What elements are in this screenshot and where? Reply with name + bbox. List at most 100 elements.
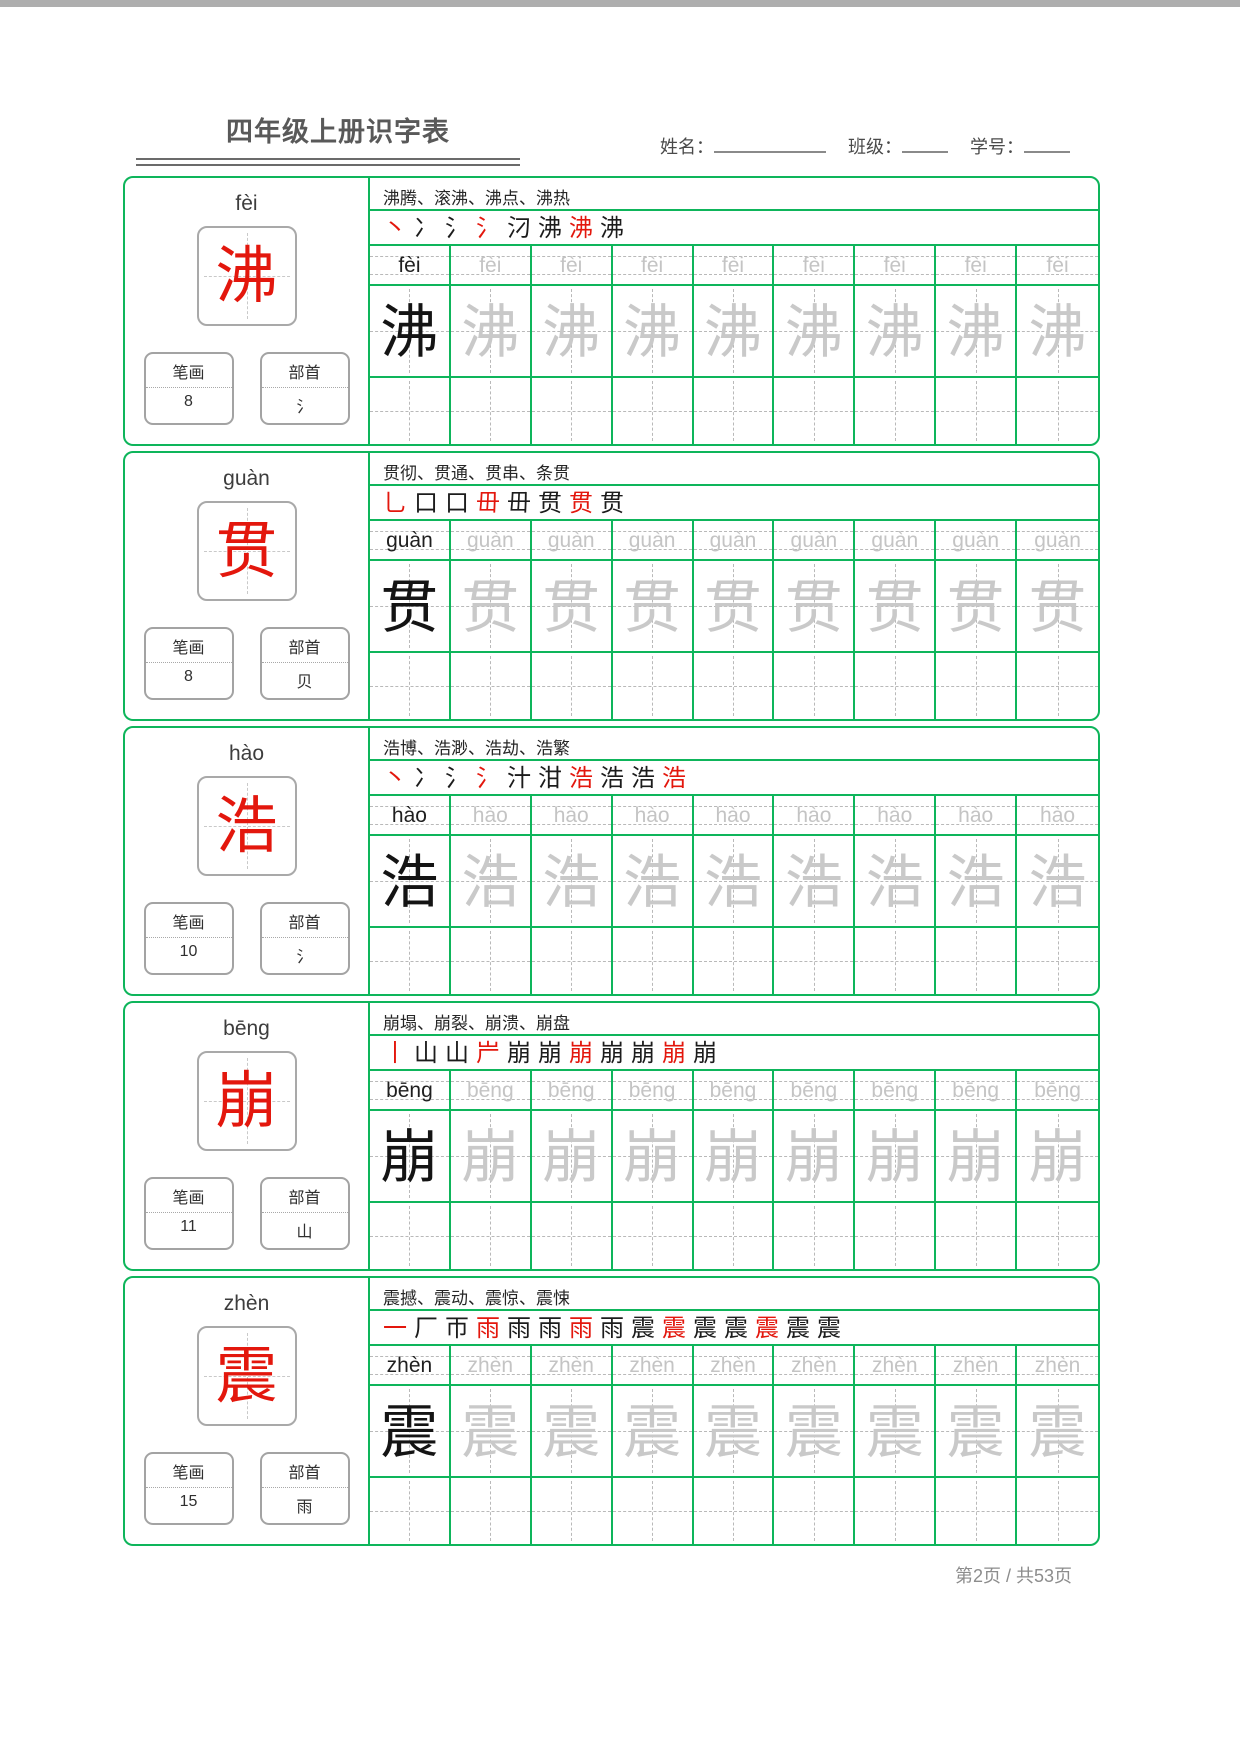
pinyin-trace-text: hào [796,804,832,827]
pinyin-cell: guàn [450,521,532,559]
pinyin-trace-text: bēng [952,1079,1000,1102]
pinyin-cell: hào [693,796,775,834]
pinyin-cell: zhèn [370,1346,451,1384]
stroke-count-box: 笔画 8 [143,627,234,700]
char-block-guan: guàn 贯 笔画 8 部首 贝 贯彻、贯通、贯串、条贯 乚口口毌毌贯贯贯 gu… [123,451,1100,721]
stroke-stage-glyph: 震 [693,1314,717,1342]
empty-cell [855,1203,937,1269]
pinyin-trace-text: fèi [398,254,421,277]
stroke-stage-glyph: 丶 [383,764,407,792]
char-cell: 贯 [370,561,451,651]
char-cell: 沸 [370,286,451,376]
stroke-count-value: 8 [184,393,193,410]
stroke-stage-glyph: 贯 [569,489,593,517]
pinyin-trace-text: guàn [386,529,433,552]
stroke-stage-glyph: 口 [445,489,469,517]
stroke-count-label: 笔画 [145,1179,232,1213]
char-panel: hào 浩 笔画 10 部首 氵 [125,728,370,994]
stroke-stage-glyph: 雨 [538,1314,562,1342]
radical-label: 部首 [261,629,348,663]
character-trace-text: 贯 [946,573,1005,641]
character-trace-text: 贯 [865,573,924,641]
main-character: 浩 [215,789,278,862]
empty-cell [693,1478,775,1544]
pinyin-trace-text: fèi [964,254,987,277]
character-practice-row: 贯贯贯贯贯贯贯贯贯 [370,561,1098,653]
empty-cell [370,653,451,719]
empty-cell [531,378,613,444]
card-vertical-guide [246,783,248,869]
stroke-stage-glyph: 口 [414,489,438,517]
stroke-stage-glyph: 崩 [507,1039,531,1067]
character-trace-text: 震 [380,1398,439,1466]
character-card: 沸 [196,226,297,326]
stroke-stage-glyph: 崩 [600,1039,624,1067]
char-cell: 沸 [855,286,937,376]
main-character: 贯 [215,514,278,587]
character-trace-text: 崩 [1028,1123,1087,1191]
empty-cell [693,653,775,719]
pinyin-cell: bēng [612,1071,694,1109]
stroke-stage-glyph: 震 [631,1314,655,1342]
stroke-stage-glyph: 雨 [569,1314,593,1342]
pinyin-trace-text: zhèn [952,1354,999,1377]
stroke-stage-glyph: 雨 [476,1314,500,1342]
pinyin-cell: guàn [370,521,451,559]
char-cell: 浩 [370,836,451,926]
pinyin-trace-text: hào [634,804,670,827]
radical-label: 部首 [261,904,348,938]
empty-cell [1017,653,1098,719]
stroke-stage-glyph: 氵 [445,214,469,242]
pinyin-trace-text: guàn [628,529,676,552]
radical-label: 部首 [261,354,348,388]
pinyin-label: fèi [235,192,258,215]
char-cell: 沸 [450,286,532,376]
character-trace-text: 贯 [1028,573,1087,641]
stroke-stage-glyph: 氵 [445,764,469,792]
pinyin-cell: fèi [450,246,532,284]
pinyin-cell: zhèn [936,1346,1018,1384]
pinyin-cell: fèi [370,246,451,284]
char-block-beng: bēng 崩 笔画 11 部首 山 崩塌、崩裂、崩溃、崩盘 丨山山屵崩崩崩崩崩崩… [123,1001,1100,1271]
pinyin-cell: guàn [612,521,694,559]
example-words: 崩塌、崩裂、崩溃、崩盘 [370,1003,1098,1036]
empty-practice-row [370,1478,1098,1544]
stroke-stage-glyph: 震 [755,1314,779,1342]
pinyin-cell: guàn [936,521,1018,559]
empty-cell [612,1203,694,1269]
pinyin-trace-text: zhèn [1034,1354,1081,1377]
page-title: 四年级上册识字表 [226,117,450,147]
pinyin-cell: bēng [855,1071,937,1109]
stroke-count-label: 笔画 [145,629,232,663]
stroke-stage-glyph: 崩 [538,1039,562,1067]
empty-cell [936,928,1018,994]
char-cell: 贯 [936,561,1018,651]
stroke-stage-glyph: 雨 [600,1314,624,1342]
pinyin-cell: guàn [855,521,937,559]
char-cell: 贯 [1017,561,1098,651]
character-trace-text: 贯 [461,573,520,641]
character-trace-text: 沸 [946,298,1005,366]
character-trace-text: 浩 [542,848,601,916]
empty-practice-row [370,653,1098,719]
character-trace-text: 崩 [542,1123,601,1191]
stroke-stage-glyph: 帀 [445,1314,469,1342]
char-cell: 崩 [936,1111,1018,1201]
empty-cell [936,1203,1018,1269]
char-cell: 震 [855,1386,937,1476]
stroke-order-row: 丶冫氵氵汁泔浩浩浩浩 [370,761,1098,796]
char-cell: 沸 [531,286,613,376]
pinyin-cell: hào [612,796,694,834]
char-cell: 贯 [774,561,856,651]
pinyin-cell: hào [1017,796,1098,834]
stroke-count-box: 笔画 15 [143,1452,234,1525]
char-cell: 浩 [1017,836,1098,926]
empty-cell [450,1478,532,1544]
char-block-zhen: zhèn 震 笔画 15 部首 雨 震撼、震动、震惊、震悚 一厂帀雨雨雨雨雨震震… [123,1276,1100,1546]
char-panel: fèi 沸 笔画 8 部首 氵 [125,178,370,444]
empty-cell [936,1478,1018,1544]
stroke-count-label: 笔画 [145,1454,232,1488]
radical-value: 山 [296,1224,313,1241]
stroke-stage-glyph: 沸 [600,214,624,242]
char-cell: 震 [936,1386,1018,1476]
